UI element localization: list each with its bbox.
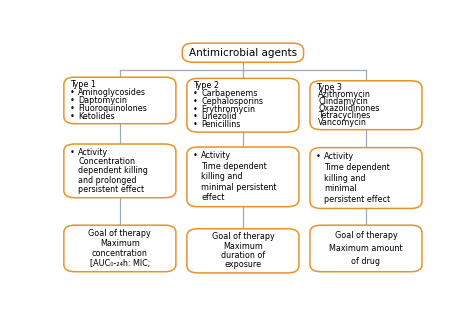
Text: Fluoroquinolones: Fluoroquinolones (78, 104, 147, 113)
Text: killing and: killing and (324, 174, 366, 183)
Text: Type 2: Type 2 (193, 81, 219, 90)
Text: Tetracyclines: Tetracyclines (318, 111, 370, 120)
Text: •: • (193, 112, 198, 122)
Text: •: • (316, 152, 321, 161)
Text: •: • (70, 96, 75, 105)
Text: of drug: of drug (352, 257, 381, 266)
Text: effect: effect (201, 193, 225, 202)
FancyBboxPatch shape (187, 147, 299, 207)
Text: Oxazolidinones: Oxazolidinones (318, 104, 379, 113)
Text: persistent effect: persistent effect (78, 185, 144, 194)
Text: Goal of therapy: Goal of therapy (89, 229, 151, 238)
Text: Time dependent: Time dependent (324, 163, 390, 172)
Text: •: • (70, 88, 75, 97)
Text: •: • (193, 89, 198, 98)
Text: dependent killing: dependent killing (78, 166, 148, 175)
Text: Cephalosporins: Cephalosporins (201, 97, 263, 106)
Text: Erythromycin: Erythromycin (201, 104, 255, 113)
Text: •: • (193, 151, 198, 160)
FancyBboxPatch shape (310, 148, 422, 208)
Text: concentration: concentration (92, 249, 148, 258)
Text: persistent effect: persistent effect (324, 195, 391, 204)
Text: Ketolides: Ketolides (78, 112, 115, 121)
Text: [AUC₀-₂₄h: MIC;: [AUC₀-₂₄h: MIC; (90, 259, 150, 268)
Text: •: • (70, 104, 75, 113)
Text: Azithromycin: Azithromycin (318, 90, 371, 99)
Text: •: • (70, 148, 75, 157)
Text: and prolonged: and prolonged (78, 176, 137, 185)
Text: Goal of therapy: Goal of therapy (211, 232, 274, 241)
FancyBboxPatch shape (64, 225, 176, 272)
Text: minimal: minimal (324, 184, 357, 193)
Text: Concentration: Concentration (78, 157, 135, 166)
FancyBboxPatch shape (182, 43, 303, 62)
Text: •: • (193, 97, 198, 106)
Text: Maximum: Maximum (100, 239, 140, 248)
Text: Vancomycin: Vancomycin (318, 118, 367, 127)
Text: Aminoglycosides: Aminoglycosides (78, 88, 146, 97)
Text: Maximum amount: Maximum amount (329, 244, 403, 253)
Text: Carbapenems: Carbapenems (201, 89, 257, 98)
FancyBboxPatch shape (310, 81, 422, 130)
Text: Clindamycin: Clindamycin (318, 97, 368, 106)
Text: Goal of therapy: Goal of therapy (335, 231, 397, 240)
Text: Activity: Activity (78, 148, 108, 157)
Text: Time dependent: Time dependent (201, 162, 267, 171)
FancyBboxPatch shape (310, 225, 422, 272)
Text: Maximum: Maximum (223, 242, 263, 251)
Text: Penicillins: Penicillins (201, 120, 241, 129)
Text: Linezolid: Linezolid (201, 112, 237, 122)
Text: exposure: exposure (224, 260, 262, 269)
Text: Type 1: Type 1 (70, 80, 96, 89)
Text: duration of: duration of (221, 251, 265, 260)
Text: Antimicrobial agents: Antimicrobial agents (189, 48, 297, 58)
FancyBboxPatch shape (187, 78, 299, 132)
FancyBboxPatch shape (187, 229, 299, 273)
Text: minimal persistent: minimal persistent (201, 183, 277, 192)
Text: Daptomycin: Daptomycin (78, 96, 127, 105)
FancyBboxPatch shape (64, 77, 176, 124)
Text: killing and: killing and (201, 172, 243, 181)
Text: •: • (70, 112, 75, 121)
Text: •: • (193, 120, 198, 129)
Text: •: • (193, 104, 198, 113)
Text: Type 3: Type 3 (316, 83, 342, 92)
Text: Activity: Activity (324, 152, 355, 161)
FancyBboxPatch shape (64, 144, 176, 198)
Text: Activity: Activity (201, 151, 231, 160)
